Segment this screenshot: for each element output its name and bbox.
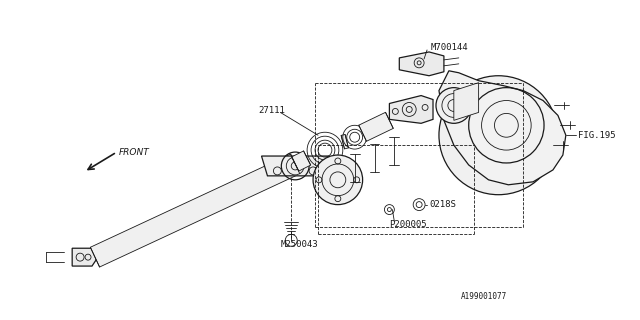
Polygon shape xyxy=(439,71,566,185)
Circle shape xyxy=(436,88,472,123)
Text: P200005: P200005 xyxy=(389,220,427,229)
Circle shape xyxy=(439,76,558,195)
Text: FIG.195: FIG.195 xyxy=(578,131,616,140)
Text: 0218S: 0218S xyxy=(429,200,456,209)
Polygon shape xyxy=(359,112,393,141)
Polygon shape xyxy=(262,156,329,176)
Polygon shape xyxy=(399,52,444,76)
Text: M250043: M250043 xyxy=(280,240,318,249)
Text: M700144: M700144 xyxy=(431,44,468,52)
Circle shape xyxy=(313,155,363,204)
Polygon shape xyxy=(454,83,479,120)
Text: A199001077: A199001077 xyxy=(461,292,507,301)
Polygon shape xyxy=(389,96,433,123)
Polygon shape xyxy=(341,134,348,149)
Polygon shape xyxy=(72,248,96,266)
Polygon shape xyxy=(292,151,310,171)
Polygon shape xyxy=(90,154,300,267)
Text: 27111: 27111 xyxy=(259,106,285,115)
Text: FRONT: FRONT xyxy=(119,148,150,156)
